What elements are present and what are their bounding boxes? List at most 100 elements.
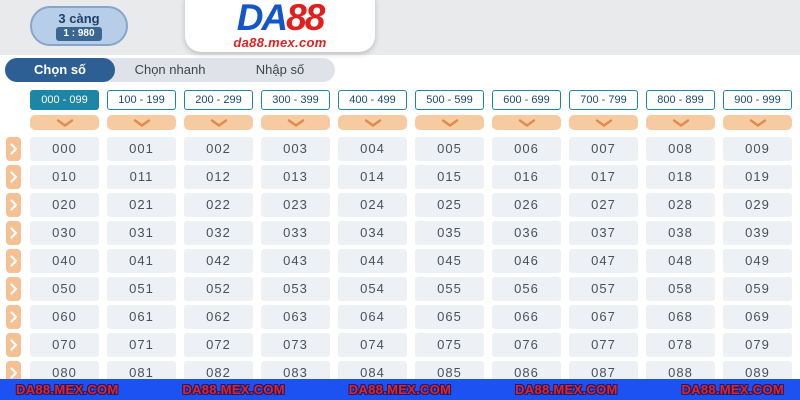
number-cell-074[interactable]: 074 <box>338 333 407 357</box>
number-cell-031[interactable]: 031 <box>107 221 176 245</box>
number-cell-034[interactable]: 034 <box>338 221 407 245</box>
row-expand-button[interactable] <box>6 165 21 189</box>
range-tab-500-599[interactable]: 500 - 599 <box>415 90 484 110</box>
number-cell-018[interactable]: 018 <box>646 165 715 189</box>
number-cell-001[interactable]: 001 <box>107 137 176 161</box>
number-cell-067[interactable]: 067 <box>569 305 638 329</box>
number-cell-044[interactable]: 044 <box>338 249 407 273</box>
bet-type-pill[interactable]: 3 càng 1 : 980 <box>30 6 128 46</box>
number-cell-064[interactable]: 064 <box>338 305 407 329</box>
number-cell-027[interactable]: 027 <box>569 193 638 217</box>
number-cell-072[interactable]: 072 <box>184 333 253 357</box>
number-cell-038[interactable]: 038 <box>646 221 715 245</box>
number-cell-078[interactable]: 078 <box>646 333 715 357</box>
number-cell-016[interactable]: 016 <box>492 165 561 189</box>
row-expand-button[interactable] <box>6 305 21 329</box>
number-cell-009[interactable]: 009 <box>723 137 792 161</box>
number-cell-021[interactable]: 021 <box>107 193 176 217</box>
number-cell-006[interactable]: 006 <box>492 137 561 161</box>
range-tab-800-899[interactable]: 800 - 899 <box>646 90 715 110</box>
range-tab-400-499[interactable]: 400 - 499 <box>338 90 407 110</box>
column-dropdown-button[interactable] <box>415 115 484 130</box>
number-cell-079[interactable]: 079 <box>723 333 792 357</box>
number-cell-008[interactable]: 008 <box>646 137 715 161</box>
number-cell-068[interactable]: 068 <box>646 305 715 329</box>
row-expand-button[interactable] <box>6 249 21 273</box>
number-cell-060[interactable]: 060 <box>30 305 99 329</box>
tab-chọn-nhanh[interactable]: Chọn nhanh <box>134 62 206 77</box>
number-cell-015[interactable]: 015 <box>415 165 484 189</box>
number-cell-076[interactable]: 076 <box>492 333 561 357</box>
number-cell-037[interactable]: 037 <box>569 221 638 245</box>
number-cell-050[interactable]: 050 <box>30 277 99 301</box>
number-cell-046[interactable]: 046 <box>492 249 561 273</box>
range-tab-600-699[interactable]: 600 - 699 <box>492 90 561 110</box>
number-cell-063[interactable]: 063 <box>261 305 330 329</box>
number-cell-011[interactable]: 011 <box>107 165 176 189</box>
number-cell-028[interactable]: 028 <box>646 193 715 217</box>
number-cell-017[interactable]: 017 <box>569 165 638 189</box>
column-dropdown-button[interactable] <box>261 115 330 130</box>
number-cell-075[interactable]: 075 <box>415 333 484 357</box>
number-cell-049[interactable]: 049 <box>723 249 792 273</box>
number-cell-036[interactable]: 036 <box>492 221 561 245</box>
number-cell-055[interactable]: 055 <box>415 277 484 301</box>
number-cell-025[interactable]: 025 <box>415 193 484 217</box>
number-cell-043[interactable]: 043 <box>261 249 330 273</box>
number-cell-058[interactable]: 058 <box>646 277 715 301</box>
number-cell-045[interactable]: 045 <box>415 249 484 273</box>
range-tab-100-199[interactable]: 100 - 199 <box>107 90 176 110</box>
number-cell-053[interactable]: 053 <box>261 277 330 301</box>
number-cell-020[interactable]: 020 <box>30 193 99 217</box>
tab-nhập-số[interactable]: Nhập số <box>255 62 305 77</box>
column-dropdown-button[interactable] <box>107 115 176 130</box>
number-cell-012[interactable]: 012 <box>184 165 253 189</box>
number-cell-030[interactable]: 030 <box>30 221 99 245</box>
number-cell-005[interactable]: 005 <box>415 137 484 161</box>
number-cell-051[interactable]: 051 <box>107 277 176 301</box>
number-cell-062[interactable]: 062 <box>184 305 253 329</box>
number-cell-048[interactable]: 048 <box>646 249 715 273</box>
number-cell-057[interactable]: 057 <box>569 277 638 301</box>
number-cell-071[interactable]: 071 <box>107 333 176 357</box>
number-cell-007[interactable]: 007 <box>569 137 638 161</box>
number-cell-023[interactable]: 023 <box>261 193 330 217</box>
number-cell-000[interactable]: 000 <box>30 137 99 161</box>
number-cell-070[interactable]: 070 <box>30 333 99 357</box>
number-cell-065[interactable]: 065 <box>415 305 484 329</box>
number-cell-003[interactable]: 003 <box>261 137 330 161</box>
tab-chọn-số[interactable]: Chọn số <box>5 58 115 82</box>
number-cell-042[interactable]: 042 <box>184 249 253 273</box>
row-expand-button[interactable] <box>6 333 21 357</box>
number-cell-013[interactable]: 013 <box>261 165 330 189</box>
range-tab-200-299[interactable]: 200 - 299 <box>184 90 253 110</box>
number-cell-069[interactable]: 069 <box>723 305 792 329</box>
number-cell-010[interactable]: 010 <box>30 165 99 189</box>
column-dropdown-button[interactable] <box>569 115 638 130</box>
number-cell-039[interactable]: 039 <box>723 221 792 245</box>
number-cell-032[interactable]: 032 <box>184 221 253 245</box>
number-cell-035[interactable]: 035 <box>415 221 484 245</box>
row-expand-button[interactable] <box>6 221 21 245</box>
row-expand-button[interactable] <box>6 277 21 301</box>
number-cell-040[interactable]: 040 <box>30 249 99 273</box>
range-tab-700-799[interactable]: 700 - 799 <box>569 90 638 110</box>
number-cell-041[interactable]: 041 <box>107 249 176 273</box>
row-expand-button[interactable] <box>6 193 21 217</box>
column-dropdown-button[interactable] <box>492 115 561 130</box>
number-cell-056[interactable]: 056 <box>492 277 561 301</box>
range-tab-000-099[interactable]: 000 - 099 <box>30 90 99 110</box>
number-cell-029[interactable]: 029 <box>723 193 792 217</box>
range-tab-300-399[interactable]: 300 - 399 <box>261 90 330 110</box>
column-dropdown-button[interactable] <box>723 115 792 130</box>
number-cell-066[interactable]: 066 <box>492 305 561 329</box>
number-cell-047[interactable]: 047 <box>569 249 638 273</box>
number-cell-061[interactable]: 061 <box>107 305 176 329</box>
number-cell-014[interactable]: 014 <box>338 165 407 189</box>
column-dropdown-button[interactable] <box>184 115 253 130</box>
number-cell-026[interactable]: 026 <box>492 193 561 217</box>
number-cell-019[interactable]: 019 <box>723 165 792 189</box>
number-cell-004[interactable]: 004 <box>338 137 407 161</box>
column-dropdown-button[interactable] <box>646 115 715 130</box>
number-cell-054[interactable]: 054 <box>338 277 407 301</box>
